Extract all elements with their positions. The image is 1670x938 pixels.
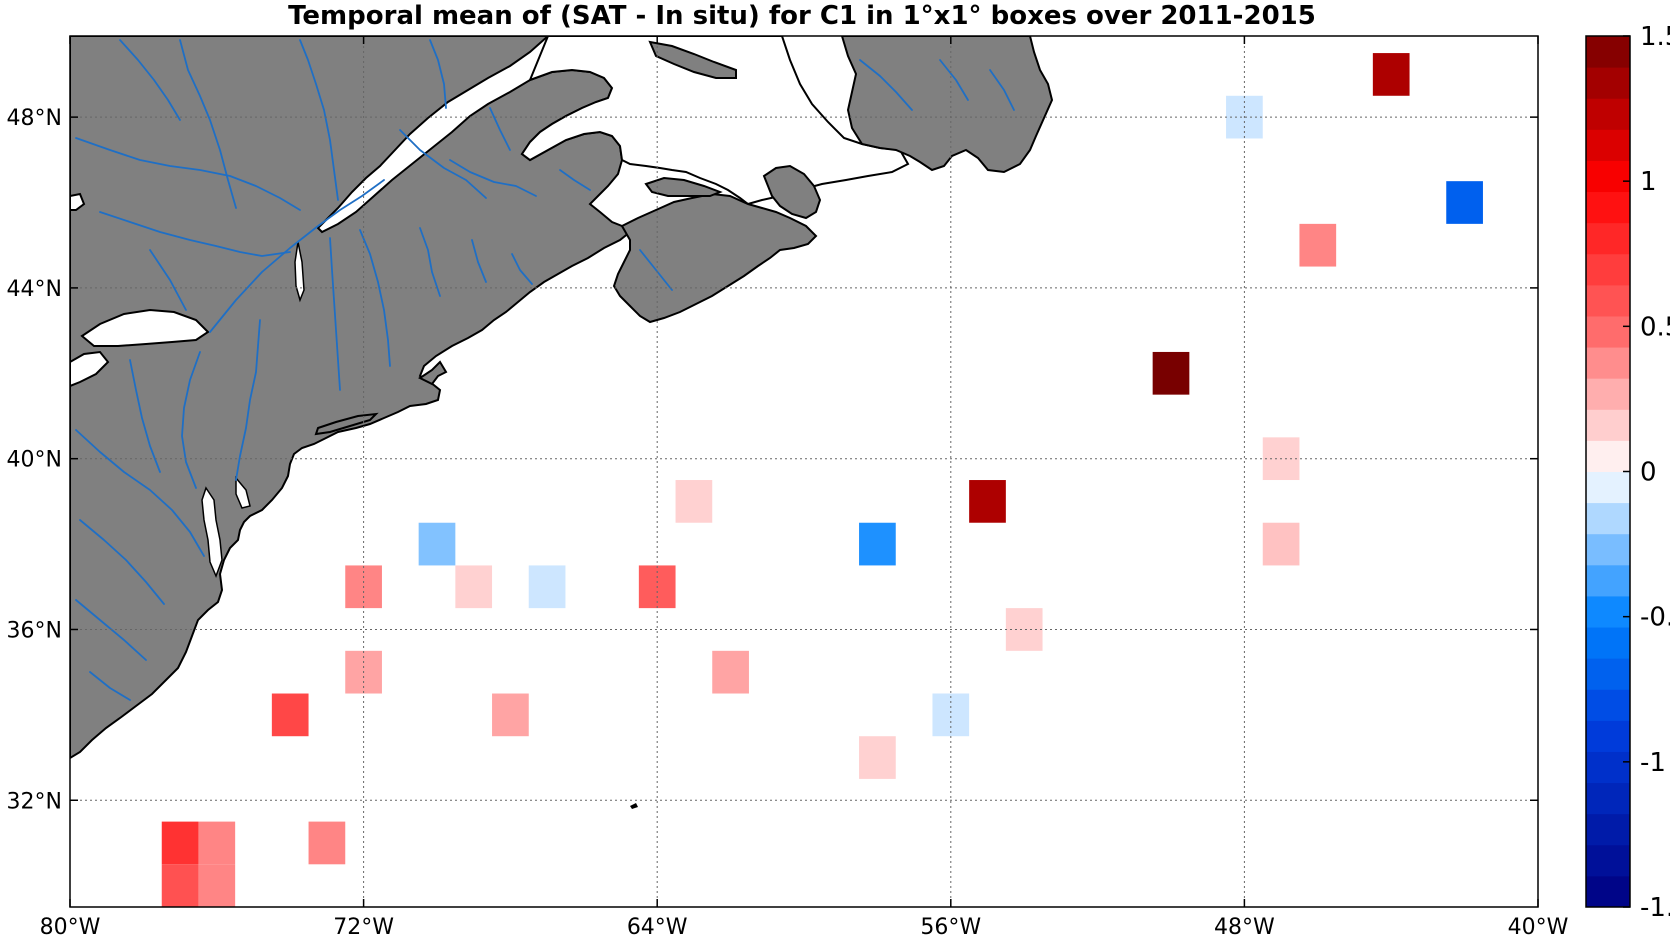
data-box <box>492 693 529 737</box>
data-box <box>455 565 493 609</box>
colorbar-segment <box>1586 347 1630 379</box>
colorbar-tick-label: 1 <box>1640 167 1657 197</box>
colorbar-tick-label: -1 <box>1640 748 1666 778</box>
land-newfoundland <box>840 36 1054 174</box>
chesapeake-bay <box>201 486 223 579</box>
x-tick-label: 48°W <box>1214 915 1275 938</box>
colorbar-tick-label: -1.5 <box>1640 893 1670 923</box>
data-box <box>308 821 346 865</box>
land-cape-breton <box>762 164 822 220</box>
colorbar-segment <box>1586 875 1630 908</box>
data-box <box>528 565 566 609</box>
colorbar-tick-label: 1.5 <box>1640 22 1670 52</box>
y-tick-label: 40°N <box>7 448 62 473</box>
colorbar-segment <box>1586 844 1630 877</box>
rivers <box>75 39 1015 701</box>
colorbar-segment <box>1586 129 1630 161</box>
data-box <box>1299 223 1337 267</box>
colorbar-segment <box>1586 315 1630 348</box>
colorbar-segment <box>1586 564 1630 597</box>
colorbar-segment <box>1586 813 1630 846</box>
colorbar-segment <box>1586 502 1630 535</box>
colorbar-segment <box>1586 191 1630 224</box>
colorbar-segment <box>1586 533 1630 566</box>
data-box <box>271 693 309 737</box>
colorbar-segment <box>1586 751 1630 784</box>
gridlines <box>70 36 1538 907</box>
colorbar-segment <box>1586 782 1630 815</box>
colorbar-ticks: 1.5 1 0.5 0 -0.5 -1 -1.5 <box>1623 22 1670 923</box>
x-tick-label: 64°W <box>627 915 688 938</box>
colorbar-segment <box>1586 689 1630 721</box>
data-box <box>712 650 749 694</box>
data-box <box>1152 351 1190 395</box>
colorbar <box>1585 35 1631 908</box>
land-pei <box>644 176 723 197</box>
colorbar-segment <box>1586 595 1630 628</box>
land-nova-scotia <box>612 192 818 324</box>
data-box <box>1262 522 1300 566</box>
x-tick-label: 56°W <box>920 915 981 938</box>
colorbar-segment <box>1586 253 1630 286</box>
lake-north <box>70 192 86 211</box>
long-island <box>314 412 379 436</box>
colorbar-segment <box>1586 658 1630 690</box>
colorbar-segment <box>1586 720 1630 752</box>
colorbar-segment <box>1586 284 1630 317</box>
colorbar-tick-label: 0 <box>1640 458 1657 488</box>
data-box <box>1372 53 1410 96</box>
plot-frame <box>69 35 1539 908</box>
y-tick-label: 48°N <box>7 106 62 131</box>
data-box <box>198 821 236 865</box>
colorbar-segment <box>1586 160 1630 193</box>
y-tick-label: 32°N <box>7 789 62 814</box>
colorbar-tick-label: -0.5 <box>1640 603 1670 633</box>
lake-erie <box>70 350 110 388</box>
map-title: Temporal mean of (SAT - In situ) for C1 … <box>288 1 1316 31</box>
x-axis-ticks: 80°W 72°W 64°W 56°W 48°W 40°W <box>40 36 1569 938</box>
plot-area <box>70 36 1538 907</box>
y-axis-ticks: 32°N 36°N 40°N 44°N 48°N <box>7 106 1538 814</box>
land-bermuda <box>630 803 638 809</box>
x-tick-label: 72°W <box>333 915 394 938</box>
data-box <box>932 693 970 737</box>
data-box <box>969 480 1006 523</box>
data-box <box>859 522 896 566</box>
land-north-america <box>70 36 632 760</box>
x-tick-label: 40°W <box>1508 915 1569 938</box>
data-box <box>418 522 456 566</box>
data-box <box>859 736 896 779</box>
colorbar-segment <box>1586 222 1630 255</box>
colorbar-segment <box>1586 36 1630 68</box>
data-box <box>1446 181 1483 224</box>
colorbar-segment <box>1586 440 1630 472</box>
colorbar-segment <box>1586 627 1630 659</box>
lake-ontario <box>80 308 210 347</box>
land-anticosti <box>648 40 737 79</box>
y-tick-label: 44°N <box>7 277 62 302</box>
y-tick-label: 36°N <box>7 618 62 643</box>
colorbar-segment <box>1586 67 1630 99</box>
colorbar-segment <box>1586 409 1630 441</box>
colorbar-tick-label: 0.5 <box>1640 312 1670 342</box>
data-box <box>161 821 199 865</box>
data-box <box>675 480 713 523</box>
colorbar-segment <box>1586 471 1630 504</box>
delaware-bay <box>235 475 251 509</box>
lake-champlain <box>294 241 305 303</box>
cape-cod <box>418 360 448 386</box>
data-box <box>161 864 199 907</box>
data-box <box>198 864 236 907</box>
colorbar-segment <box>1586 378 1630 410</box>
colorbar-segment <box>1586 98 1630 130</box>
x-tick-label: 80°W <box>40 915 101 938</box>
